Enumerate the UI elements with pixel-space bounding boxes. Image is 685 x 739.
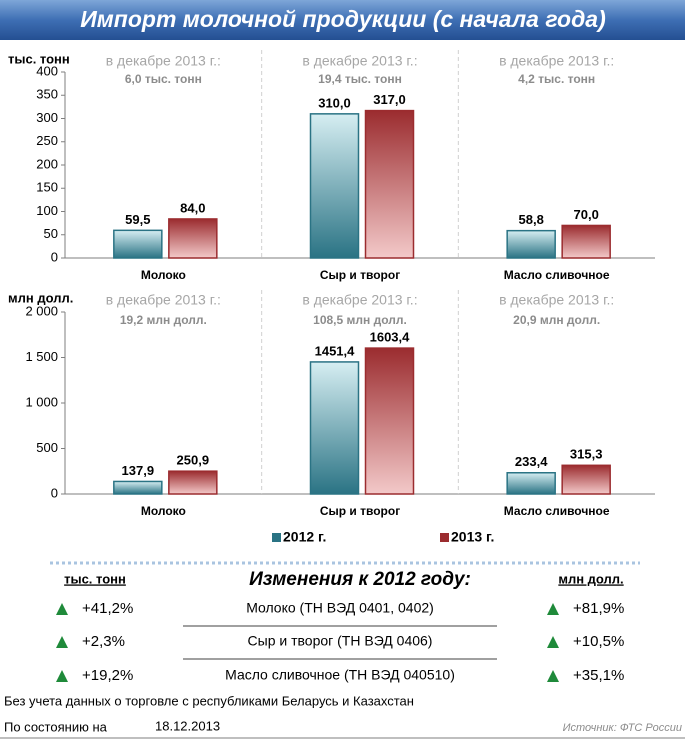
left-change: +41,2%: [82, 600, 133, 617]
legend-label: 2012 г.: [283, 529, 326, 545]
bar: [561, 224, 611, 259]
annotation: 108,5 млн долл.: [313, 313, 407, 327]
value-label: 250,9: [177, 453, 210, 468]
up-arrow: [547, 603, 559, 615]
annotation: в декабре 2013 г.:: [106, 292, 221, 308]
value-label: 317,0: [373, 92, 406, 107]
bar: [309, 361, 360, 495]
legend-label: 2013 г.: [451, 529, 494, 545]
title-bar: [0, 0, 685, 40]
y-tick-label: 400: [36, 63, 58, 78]
y-axis-label: тыс. тонн: [8, 51, 70, 66]
y-tick-label: 2 000: [25, 303, 58, 318]
bar: [168, 218, 218, 259]
right-header: млн долл.: [558, 571, 623, 586]
up-arrow: [56, 636, 68, 648]
annotation: 20,9 млн долл.: [513, 313, 600, 327]
x-tick-label: Масло сливочное: [504, 268, 610, 282]
source: Источник: ФТС России: [563, 722, 682, 734]
annotation: в декабре 2013 г.:: [499, 53, 614, 69]
row-label: Молоко (ТН ВЭД 0401, 0402): [246, 600, 434, 616]
annotation: 6,0 тыс. тонн: [125, 72, 202, 86]
value-label: 233,4: [515, 454, 548, 469]
up-arrow: [547, 636, 559, 648]
as-of-date: 18.12.2013: [155, 718, 220, 733]
left-header: тыс. тонн: [64, 571, 126, 586]
value-label: 84,0: [180, 200, 205, 215]
y-tick-label: 1 000: [25, 394, 58, 409]
y-tick-label: 1 500: [25, 349, 58, 364]
y-tick-label: 300: [36, 110, 58, 125]
annotation: в декабре 2013 г.:: [499, 292, 614, 308]
value-label: 70,0: [574, 207, 599, 222]
y-tick-label: 350: [36, 87, 58, 102]
value-label: 315,3: [570, 447, 603, 462]
row-label: Масло сливочное (ТН ВЭД 040510): [225, 667, 455, 683]
as-of-label: По состоянию на: [4, 719, 108, 734]
x-tick-label: Молоко: [141, 504, 186, 518]
title: Импорт молочной продукции (с начала года…: [80, 6, 606, 32]
left-change: +19,2%: [82, 667, 133, 684]
bar: [113, 229, 163, 259]
x-tick-label: Сыр и творог: [320, 268, 400, 282]
bar: [506, 229, 556, 259]
y-tick-label: 0: [51, 249, 58, 264]
value-label: 310,0: [318, 95, 351, 110]
bar: [561, 464, 611, 495]
y-tick-label: 150: [36, 180, 58, 195]
left-change: +2,3%: [82, 633, 125, 650]
x-tick-label: Масло сливочное: [504, 504, 610, 518]
y-tick-label: 500: [36, 440, 58, 455]
bar: [309, 113, 360, 259]
right-change: +10,5%: [573, 633, 624, 650]
annotation: 19,2 млн долл.: [120, 313, 207, 327]
bar: [168, 470, 218, 495]
annotation: в декабре 2013 г.:: [106, 53, 221, 69]
bar: [364, 347, 415, 495]
value-label: 1451,4: [315, 343, 356, 358]
right-change: +81,9%: [573, 600, 624, 617]
annotation: в декабре 2013 г.:: [302, 292, 417, 308]
value-label: 137,9: [122, 463, 155, 478]
up-arrow: [56, 603, 68, 615]
y-tick-label: 0: [51, 485, 58, 500]
bar: [113, 480, 163, 495]
y-tick-label: 200: [36, 156, 58, 171]
value-label: 1603,4: [370, 330, 411, 345]
up-arrow: [547, 670, 559, 682]
right-change: +35,1%: [573, 667, 624, 684]
row-label: Сыр и творог (ТН ВЭД 0406): [248, 633, 433, 649]
annotation: 4,2 тыс. тонн: [518, 72, 595, 86]
annotation: 19,4 тыс. тонн: [318, 72, 402, 86]
y-axis-label: млн долл.: [8, 290, 73, 305]
bar: [364, 109, 415, 259]
changes-title: Изменения к 2012 году:: [249, 569, 471, 590]
legend-swatch: [272, 533, 281, 542]
annotation: в декабре 2013 г.:: [302, 53, 417, 69]
footnote: Без учета данных о торговле с республика…: [4, 693, 414, 708]
legend-swatch: [440, 533, 449, 542]
x-tick-label: Молоко: [141, 268, 186, 282]
bar: [506, 472, 556, 495]
y-tick-label: 100: [36, 203, 58, 218]
y-tick-label: 250: [36, 133, 58, 148]
up-arrow: [56, 670, 68, 682]
x-tick-label: Сыр и творог: [320, 504, 400, 518]
value-label: 58,8: [519, 212, 544, 227]
value-label: 59,5: [125, 212, 150, 227]
y-tick-label: 50: [44, 226, 58, 241]
